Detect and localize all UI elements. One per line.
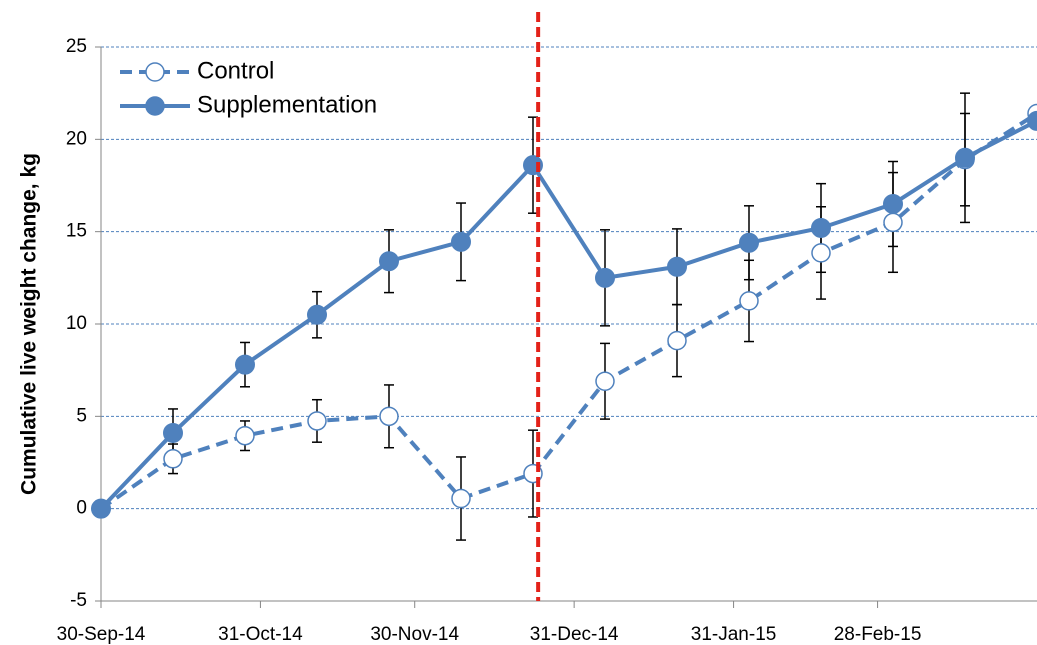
data-point — [955, 147, 975, 168]
data-point — [811, 243, 831, 263]
x-tick-label: 30-Nov-14 — [370, 624, 459, 645]
data-point — [163, 422, 183, 443]
y-tick-label: 25 — [66, 36, 87, 57]
y-axis-label: Cumulative live weight change, kg — [18, 153, 41, 495]
data-point — [595, 267, 615, 288]
x-tick-label: 31-Dec-14 — [530, 624, 619, 645]
data-point — [883, 212, 903, 233]
plot-area — [91, 92, 1037, 541]
data-point — [307, 411, 327, 431]
series-line — [99, 119, 1037, 511]
legend-swatch-marker — [145, 62, 165, 82]
y-tick-label: -5 — [70, 590, 87, 611]
data-point — [667, 256, 687, 277]
x-tick-label: 31-Oct-14 — [218, 624, 303, 645]
data-point — [307, 304, 327, 325]
data-point — [739, 291, 759, 311]
data-point — [1027, 110, 1037, 131]
data-point — [163, 449, 183, 469]
y-tick-label: 20 — [66, 128, 87, 149]
data-point — [379, 251, 399, 272]
x-tick-label: 28-Feb-15 — [834, 624, 922, 645]
data-point — [235, 425, 255, 446]
data-point — [451, 488, 471, 509]
legend-swatch-marker — [145, 96, 165, 116]
y-tick-label: 10 — [66, 313, 87, 334]
data-point — [91, 498, 111, 519]
x-tick-label: 30-Sep-14 — [57, 624, 146, 645]
data-point — [883, 193, 903, 214]
data-point — [451, 231, 471, 252]
y-tick-label: 5 — [76, 405, 87, 426]
data-point — [379, 406, 399, 427]
y-tick-label: 15 — [66, 221, 87, 242]
data-point — [595, 371, 615, 391]
data-point — [739, 232, 759, 253]
data-point — [667, 330, 687, 351]
y-tick-label: 0 — [76, 498, 87, 519]
series-line — [99, 111, 1037, 511]
data-point — [235, 354, 255, 375]
legend-label: Supplementation — [197, 91, 377, 118]
legend-label: Control — [197, 57, 274, 84]
data-point — [811, 217, 831, 238]
x-tick-label: 31-Jan-15 — [691, 624, 777, 645]
